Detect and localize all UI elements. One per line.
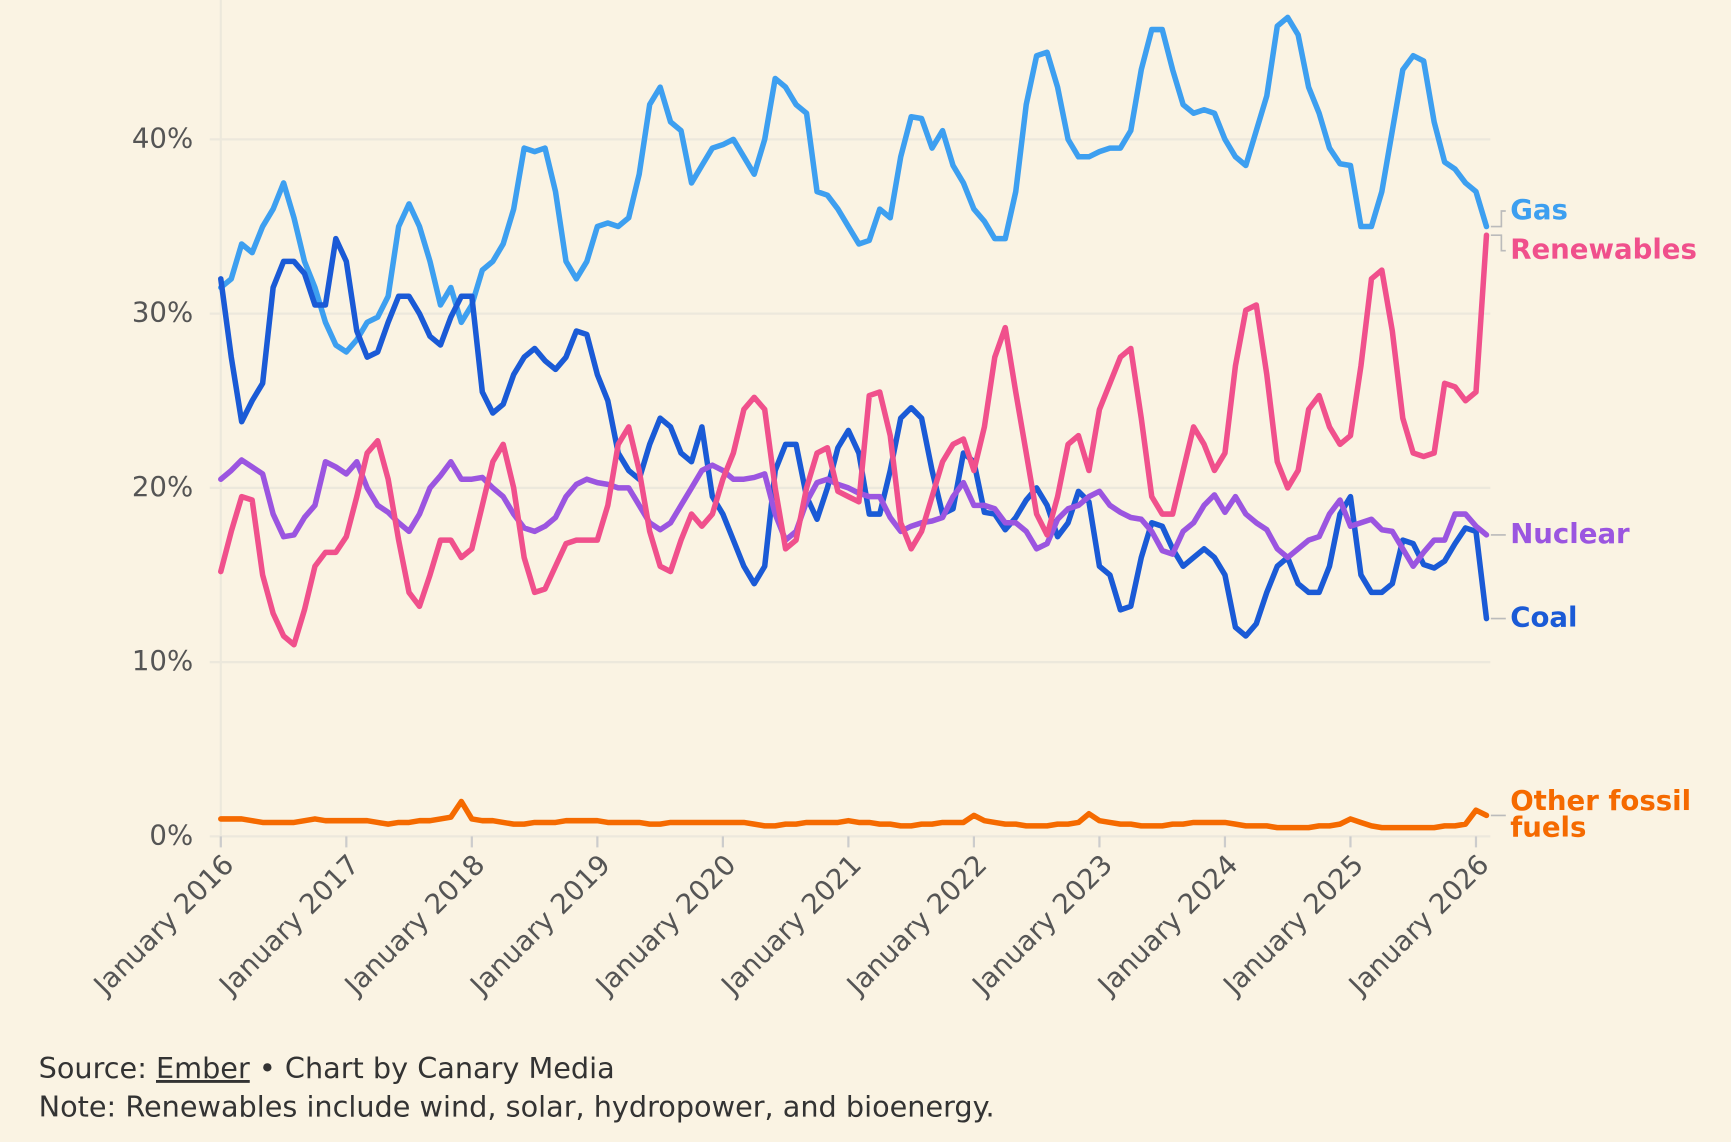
source: Source: Ember • Chart by Canary Media (39, 1051, 615, 1085)
series-label: Other fossil fuels (1510, 784, 1701, 843)
source-link[interactable]: Ember (156, 1051, 250, 1085)
series-label: Coal (1510, 601, 1577, 634)
series-line (218, 14, 1490, 355)
series-line (218, 798, 1490, 831)
label-leader (1490, 234, 1506, 252)
label-leader (1490, 210, 1506, 228)
y-tick-label: 20% (132, 470, 193, 503)
y-tick-label: 30% (132, 296, 193, 329)
series-label: Gas (1510, 193, 1568, 226)
series-label: Nuclear (1510, 517, 1630, 550)
series-line (218, 232, 1490, 648)
credit: • Chart by Canary Media (259, 1051, 615, 1085)
y-tick-label: 40% (132, 121, 193, 154)
series-line (218, 235, 1490, 639)
source-label: Source: (39, 1051, 147, 1085)
series-label: Renewables (1510, 233, 1697, 266)
series-line (218, 457, 1490, 570)
note: Note: Renewables include wind, solar, hy… (39, 1090, 995, 1124)
y-tick-label: 10% (132, 644, 193, 677)
y-tick-label: 0% (149, 818, 193, 851)
